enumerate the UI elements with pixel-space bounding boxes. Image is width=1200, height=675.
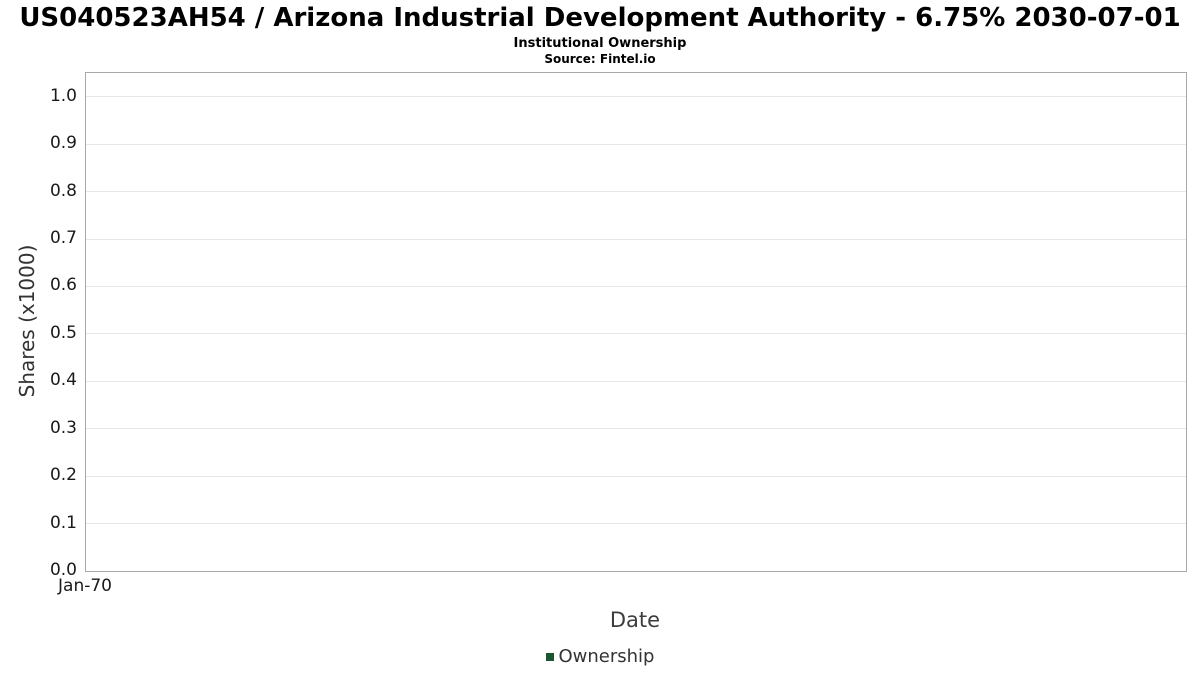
y-tick-label: 0.6 — [49, 275, 77, 296]
y-tick-label: 0.0 — [49, 560, 77, 580]
gridline — [86, 333, 1186, 335]
y-tick-label: 0.2 — [49, 465, 77, 486]
y-tick-label: 0.3 — [49, 417, 77, 438]
ownership-legend-label: Ownership — [558, 646, 655, 667]
legend: Ownership — [0, 646, 1200, 667]
ownership-legend-marker-icon — [545, 652, 554, 661]
y-tick-label: 1.0 — [49, 85, 77, 106]
y-tick-label: 0.8 — [49, 180, 77, 201]
y-tick-label: 0.9 — [49, 133, 77, 154]
gridline — [86, 380, 1186, 382]
y-tick-label: 0.1 — [49, 512, 77, 533]
chart-title: US040523AH54 / Arizona Industrial Develo… — [19, 3, 1181, 33]
x-axis-label: Date — [609, 608, 661, 632]
gridline — [86, 285, 1186, 287]
gridline — [86, 475, 1186, 477]
x-tick-label: Jan-70 — [58, 576, 112, 596]
chart-subtitle: Institutional Ownership — [513, 36, 687, 51]
plot-area — [85, 72, 1187, 572]
y-tick-label: 0.7 — [49, 228, 77, 248]
gridline — [86, 523, 1186, 525]
gridline — [86, 143, 1186, 145]
gridline — [86, 96, 1186, 98]
gridline — [86, 428, 1186, 430]
gridline — [86, 191, 1186, 193]
y-tick-label: 0.4 — [49, 370, 77, 391]
gridline — [86, 238, 1186, 240]
y-tick-label: 0.5 — [49, 322, 77, 343]
chart-source-note: Source: Fintel.io — [544, 52, 656, 66]
